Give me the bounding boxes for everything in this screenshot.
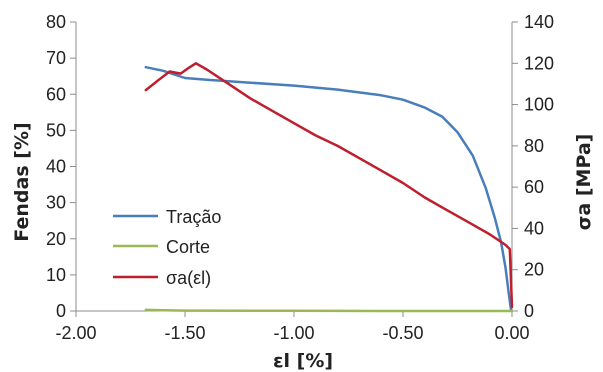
y-right-axis-title: σa [MPa] (573, 134, 595, 231)
y-right-tick-label: 60 (524, 177, 544, 197)
axes (70, 21, 518, 317)
legend-label-tracao: Tração (166, 207, 221, 227)
y-left-tick-label: 40 (46, 157, 66, 177)
legend: Tração Corte σa(εl) (113, 207, 221, 288)
y-right-tick-label: 20 (524, 260, 544, 280)
x-tick-label: -0.50 (382, 323, 423, 343)
y-right-tick-label: 140 (524, 12, 554, 32)
x-tick-label: -1.50 (164, 323, 205, 343)
tick-labels: 0 10 20 30 40 50 60 70 80 0 20 40 60 80 100 120 140 -2.00… (46, 12, 554, 343)
x-tick-label: -1.00 (273, 323, 314, 343)
y-left-axis-title: Fendas [%] (11, 122, 33, 241)
y-left-tick-label: 60 (46, 84, 66, 104)
y-right-tick-label: 0 (524, 301, 534, 321)
y-right-tick-label: 80 (524, 136, 544, 156)
y-left-tick-label: 80 (46, 12, 66, 32)
y-right-tick-label: 40 (524, 218, 544, 238)
legend-label-corte: Corte (166, 237, 210, 257)
series-line-sigma (144, 62, 514, 309)
x-axis-title: εl [%] (273, 350, 333, 372)
series-line-corte (144, 308, 514, 313)
y-left-tick-label: 20 (46, 229, 66, 249)
y-left-tick-label: 50 (46, 120, 66, 140)
y-right-tick-label: 100 (524, 95, 554, 115)
x-tick-label: 0.00 (494, 323, 529, 343)
legend-label-sigma: σa(εl) (166, 268, 211, 288)
series-layer (144, 62, 514, 313)
x-tick-label: -2.00 (55, 323, 96, 343)
y-left-tick-label: 30 (46, 193, 66, 213)
y-right-tick-label: 120 (524, 53, 554, 73)
y-left-tick-label: 0 (56, 301, 66, 321)
y-left-tick-label: 10 (46, 265, 66, 285)
y-left-tick-label: 70 (46, 48, 66, 68)
